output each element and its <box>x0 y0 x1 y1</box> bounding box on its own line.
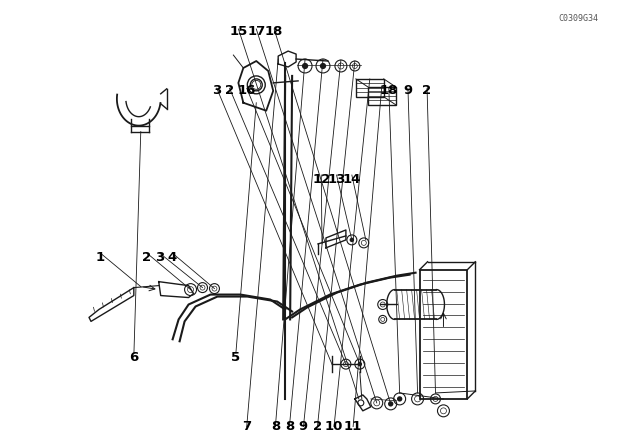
Text: 9: 9 <box>403 84 413 97</box>
Text: 8: 8 <box>271 420 280 433</box>
Text: C0309G34: C0309G34 <box>558 14 598 23</box>
Text: 5: 5 <box>231 351 241 364</box>
Text: 2: 2 <box>142 251 151 264</box>
Text: 9: 9 <box>299 420 308 433</box>
Bar <box>368 87 396 105</box>
Text: 16: 16 <box>237 84 256 97</box>
Text: 2: 2 <box>313 420 322 433</box>
Text: 15: 15 <box>229 25 248 38</box>
Circle shape <box>397 396 403 401</box>
Bar <box>356 79 384 97</box>
Text: 12: 12 <box>312 173 330 186</box>
Text: 6: 6 <box>129 351 138 364</box>
Bar <box>420 270 467 399</box>
Text: 11: 11 <box>344 420 362 433</box>
Circle shape <box>358 362 362 366</box>
Text: 10: 10 <box>325 420 343 433</box>
Text: 2: 2 <box>225 84 234 97</box>
Text: 7: 7 <box>242 420 252 433</box>
Text: 3: 3 <box>212 84 221 97</box>
Text: 14: 14 <box>342 173 361 186</box>
Circle shape <box>388 401 394 407</box>
Text: 4: 4 <box>168 251 177 264</box>
Circle shape <box>302 63 308 69</box>
Text: 18: 18 <box>265 25 284 38</box>
Text: 18: 18 <box>380 84 398 97</box>
Circle shape <box>320 63 326 69</box>
Text: 1: 1 <box>95 251 105 264</box>
Text: 17: 17 <box>247 25 266 38</box>
Text: 2: 2 <box>422 84 431 97</box>
Text: 3: 3 <box>155 251 164 264</box>
Circle shape <box>349 238 354 242</box>
Text: 13: 13 <box>328 173 346 186</box>
Text: 8: 8 <box>285 420 294 433</box>
